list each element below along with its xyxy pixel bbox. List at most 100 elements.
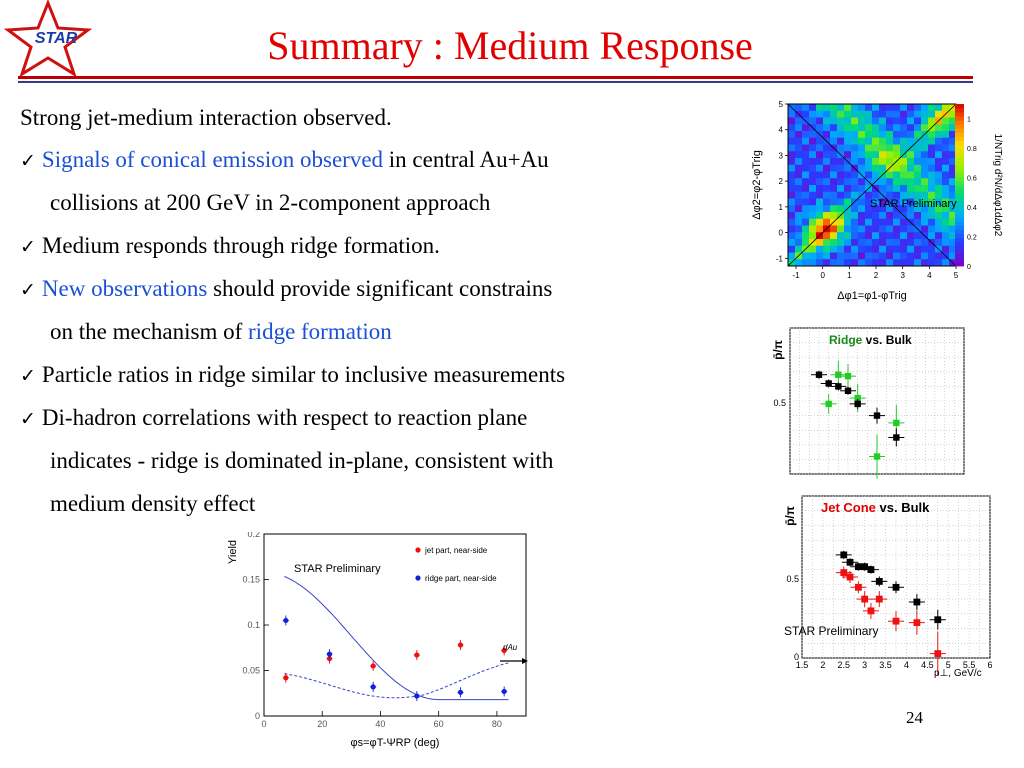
jetcone-annotation: STAR Preliminary [784, 624, 878, 638]
heatmap-cell [886, 131, 894, 139]
heatmap-cell [788, 164, 796, 172]
heatmap-cell [886, 259, 894, 267]
heatmap-cell [914, 151, 922, 159]
heatmap-cell [795, 164, 803, 172]
heatmap-cell [921, 239, 929, 247]
data-point [414, 652, 420, 658]
data-point [867, 607, 875, 615]
heatmap-cell [830, 151, 838, 159]
heatmap-cell [935, 164, 943, 172]
heatmap-cell [802, 131, 810, 139]
yield-xlabel: φs=φT-ΨRP (deg) [351, 737, 440, 749]
colorbar-segment [955, 209, 964, 214]
heatmap-cell [907, 124, 915, 132]
heatmap-cell [851, 171, 859, 179]
colorbar-segment [955, 180, 964, 186]
heatmap-cell [837, 232, 845, 240]
heatmap-cell [886, 178, 894, 186]
heatmap-cell [949, 225, 957, 233]
heatmap-cell [942, 191, 950, 199]
heatmap-cell [816, 110, 824, 118]
heatmap-cell [809, 218, 817, 226]
heatmap-cell [802, 259, 810, 267]
data-point [875, 578, 883, 585]
heatmap-cell [879, 151, 887, 159]
heatmap-cell [886, 185, 894, 193]
heatmap-cell [830, 178, 838, 186]
heatmap-cell [809, 151, 817, 159]
heatmap-cell [914, 245, 922, 253]
heatmap-cell [816, 252, 824, 260]
heatmap-cell [837, 110, 845, 118]
heatmap-cell [823, 212, 831, 220]
ridge-legend-b: vs. Bulk [862, 333, 912, 347]
heatmap-cell [879, 164, 887, 172]
heatmap-cell [914, 171, 922, 179]
heatmap-cell [928, 185, 936, 193]
data-point [873, 453, 881, 460]
check-icon: ✓ [20, 279, 36, 301]
check-icon: ✓ [20, 150, 36, 172]
heatmap-cell [802, 164, 810, 172]
heatmap-cell [893, 259, 901, 267]
heatmap-cell [949, 239, 957, 247]
heatmap-cell [872, 164, 880, 172]
heatmap-cell [823, 185, 831, 193]
heatmap-cell [921, 164, 929, 172]
heatmap-cell [844, 252, 852, 260]
heatmap-xtick-label: 3 [900, 271, 905, 280]
heatmap-cell [921, 104, 929, 112]
heatmap-cell [949, 164, 957, 172]
heatmap-cell [788, 232, 796, 240]
colorbar-segment [955, 120, 964, 125]
bullet-3-highlight: New observations [41, 276, 208, 301]
heatmap-cell [907, 259, 915, 267]
heatmap-cell [879, 212, 887, 220]
jetcone-yzero: 0 [794, 652, 799, 662]
heatmap-cell [858, 252, 866, 260]
heatmap-cell [914, 218, 922, 226]
heatmap-cell [795, 205, 803, 213]
heatmap-cell [886, 117, 894, 125]
heatmap-cell [795, 225, 803, 233]
heatmap-cell [921, 205, 929, 213]
heatmap-cell [802, 239, 810, 247]
heatmap-cell [802, 185, 810, 193]
heatmap-cell [886, 225, 894, 233]
heatmap-cell [921, 191, 929, 199]
heatmap-cell [837, 117, 845, 125]
heatmap-cell [921, 137, 929, 145]
heatmap-cell [900, 144, 908, 152]
heatmap-cell [809, 131, 817, 139]
heatmap-cell [802, 191, 810, 199]
heatmap-cell [795, 158, 803, 166]
data-point [861, 595, 869, 603]
heatmap-cell [802, 158, 810, 166]
data-point [861, 563, 869, 571]
yield-curves [284, 576, 509, 701]
heatmap-zlabel: 1/NTrig d²N/dΔφ1dΔφ2 [992, 134, 1003, 237]
heatmap-cell [893, 225, 901, 233]
heatmap-cell [802, 232, 810, 240]
data-point [825, 380, 832, 387]
heatmap-cell [879, 110, 887, 118]
heatmap-cell [900, 104, 908, 112]
heatmap-ytick-label: 1 [779, 203, 784, 212]
heatmap-cell [907, 205, 915, 213]
yield-ytick-label: 0.15 [242, 575, 260, 585]
data-point [414, 693, 420, 699]
heatmap-ytick-label: 2 [779, 177, 784, 186]
heatmap-cell [795, 171, 803, 179]
check-icon: ✓ [20, 408, 36, 430]
heatmap-cell [823, 198, 831, 206]
heatmap-cell [886, 137, 894, 145]
colorbar-segment [955, 140, 964, 145]
heatmap-cell [921, 124, 929, 132]
heatmap-cell [865, 239, 873, 247]
heatmap-cell [949, 218, 957, 226]
heatmap-cell [816, 198, 824, 206]
heatmap-cell [928, 117, 936, 125]
heatmap-cell [942, 212, 950, 220]
colorbar-segment [955, 241, 964, 247]
heatmap-cell [816, 205, 824, 213]
